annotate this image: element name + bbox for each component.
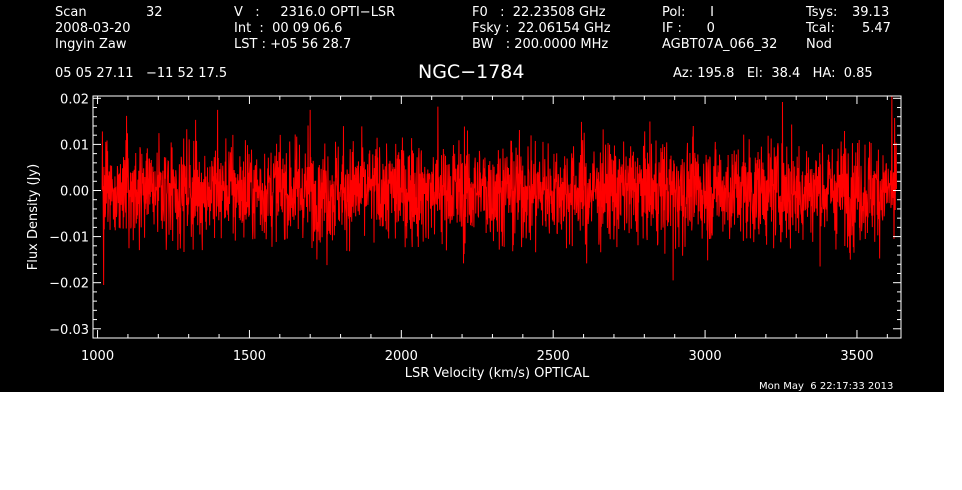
observation-date: 2008-03-20 [55, 21, 131, 36]
tsys-label: Tsys: [806, 5, 838, 20]
lst-line: LST : +05 56 28.7 [234, 37, 352, 52]
x-tick-label: 2000 [385, 349, 418, 364]
axis-ticks: 1000 1500 2000 2500 3000 3500 −0.03 −0.02 −0.01 0… [49, 92, 901, 364]
observing-mode: Nod [806, 37, 832, 52]
observer-name: Ingyin Zaw [55, 37, 127, 52]
if-line: IF : 0 [662, 21, 715, 36]
y-tick-label: −0.01 [49, 231, 89, 246]
plot-timestamp: Mon May 6 22:17:33 2013 [759, 381, 894, 392]
plot-window: Scan 32 2008-03-20 Ingyin Zaw V : 2316.0… [0, 0, 944, 392]
integration-line: Int : 00 09 06.6 [234, 21, 343, 36]
pointing-info: Az: 195.8 El: 38.4 HA: 0.85 [673, 66, 873, 81]
x-tick-label: 2500 [537, 349, 570, 364]
y-tick-label: 0.02 [60, 92, 89, 107]
scan-label: Scan [55, 5, 87, 20]
y-axis-title: Flux Density (Jy) [26, 164, 41, 270]
bandwidth-line: BW : 200.0000 MHz [472, 37, 609, 52]
tcal-value: 5.47 [862, 21, 891, 36]
x-tick-label: 3500 [840, 349, 873, 364]
x-axis-title: LSR Velocity (km/s) OPTICAL [405, 366, 590, 381]
sky-frequency-line: Fsky : 22.06154 GHz [472, 21, 611, 36]
project-id: AGBT07A_066_32 [662, 37, 778, 52]
x-tick-label: 3000 [689, 349, 722, 364]
y-tick-label: 0.00 [60, 184, 89, 199]
source-name-title: NGC−1784 [418, 61, 525, 83]
rest-frequency-line: F0 : 22.23508 GHz [472, 5, 606, 20]
x-tick-label: 1000 [81, 349, 114, 364]
x-tick-label: 1500 [233, 349, 266, 364]
y-tick-label: −0.02 [49, 277, 89, 292]
tcal-label: Tcal: [806, 21, 835, 36]
tsys-value: 39.13 [852, 5, 890, 20]
spectrum-line [101, 95, 897, 285]
plot-frame [92, 95, 902, 339]
y-tick-label: −0.03 [49, 323, 89, 338]
y-tick-label: 0.01 [60, 138, 89, 153]
polarization-line: Pol: I [662, 5, 714, 20]
scan-value: 32 [146, 5, 163, 20]
source-coordinates: 05 05 27.11 −11 52 17.5 [55, 66, 228, 81]
spectrum-trace-layer [101, 95, 897, 285]
spectrum-chart: 1000 1500 2000 2500 3000 3500 −0.03 −0.02 −0.01 0… [26, 92, 902, 381]
velocity-line: V : 2316.0 OPTI−LSR [234, 5, 396, 20]
